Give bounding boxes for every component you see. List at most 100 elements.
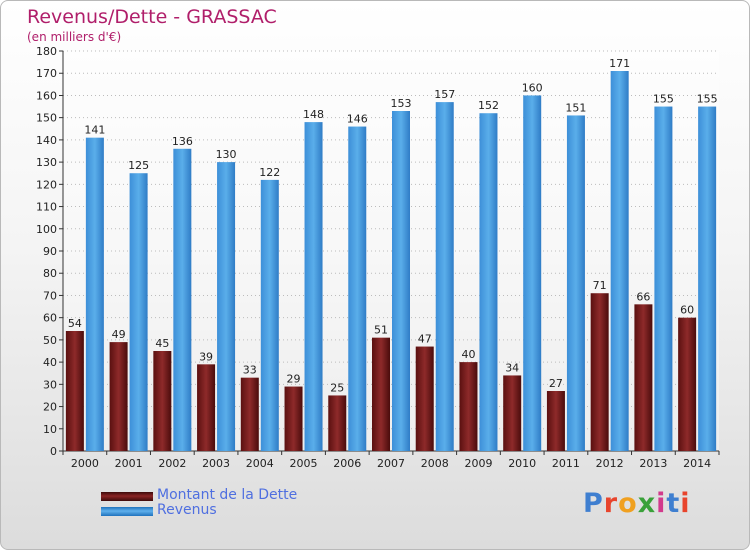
y-tick-label: 0 (50, 445, 57, 458)
bar-revenus (260, 179, 279, 451)
legend-label-dette: Montant de la Dette (157, 487, 298, 503)
y-tick-label: 180 (36, 45, 57, 58)
bar-revenus (173, 148, 192, 451)
data-label-dette: 71 (593, 279, 607, 292)
chart-subtitle: (en milliers d'€) (27, 30, 122, 44)
data-label-dette: 45 (155, 337, 169, 350)
logo-letter: o (618, 488, 638, 519)
data-label-dette: 40 (461, 348, 475, 361)
y-tick-label: 40 (43, 356, 57, 369)
data-label-revenus: 148 (303, 108, 324, 121)
x-tick-label: 2005 (290, 457, 318, 470)
y-tick-label: 80 (43, 267, 57, 280)
bar-revenus (698, 106, 717, 452)
data-label-revenus: 155 (697, 93, 718, 106)
bar-dette (372, 337, 390, 451)
legend-swatch-revenus (101, 507, 153, 516)
y-tick-label: 160 (36, 89, 57, 102)
y-tick-label: 150 (36, 112, 57, 125)
x-tick-label: 2012 (596, 457, 624, 470)
x-tick-label: 2014 (683, 457, 711, 470)
data-label-dette: 27 (549, 377, 563, 390)
data-label-revenus: 157 (434, 88, 455, 101)
bar-dette (590, 293, 609, 451)
chart-title: Revenus/Dette - GRASSAC (27, 6, 277, 28)
bar-dette (503, 375, 522, 451)
data-label-revenus: 146 (347, 113, 368, 126)
y-tick-label: 120 (36, 178, 57, 191)
y-tick-label: 100 (36, 223, 57, 236)
logo-letter: i (656, 488, 667, 519)
data-label-dette: 60 (680, 304, 694, 317)
x-tick-label: 2002 (158, 457, 186, 470)
bar-dette (634, 304, 653, 451)
bar-revenus (85, 137, 104, 451)
data-label-dette: 54 (68, 317, 82, 330)
logo-letter: r (603, 488, 619, 519)
bar-dette (459, 362, 478, 451)
y-tick-label: 30 (43, 378, 57, 391)
y-tick-label: 10 (43, 423, 57, 436)
y-tick-label: 70 (43, 289, 57, 302)
x-tick-label: 2013 (639, 457, 667, 470)
bar-revenus (435, 102, 454, 451)
y-tick-label: 170 (36, 67, 57, 80)
x-tick-label: 2009 (464, 457, 492, 470)
bar-dette (415, 346, 434, 451)
x-tick-label: 2004 (246, 457, 274, 470)
data-label-dette: 39 (199, 350, 213, 363)
data-label-revenus: 125 (128, 159, 149, 172)
y-tick-label: 60 (43, 312, 57, 325)
data-label-revenus: 141 (84, 124, 105, 137)
proxiti-logo: Proxiti (583, 488, 691, 519)
bar-revenus (348, 126, 367, 452)
x-tick-label: 2007 (377, 457, 405, 470)
data-label-dette: 49 (112, 328, 126, 341)
bar-dette (65, 331, 84, 451)
logo-letter: P (583, 488, 604, 519)
bar-revenus (392, 111, 410, 451)
x-tick-label: 2003 (202, 457, 230, 470)
bar-revenus (654, 106, 673, 452)
bar-revenus (566, 115, 585, 451)
x-tick-label: 2011 (552, 457, 580, 470)
bar-dette (109, 342, 128, 451)
bar-revenus (217, 162, 236, 451)
data-label-revenus: 136 (172, 135, 193, 148)
data-label-revenus: 155 (653, 93, 674, 106)
data-label-dette: 47 (418, 333, 432, 346)
data-label-dette: 51 (374, 324, 388, 337)
logo-letter: i (680, 488, 691, 519)
data-label-revenus: 130 (216, 148, 237, 161)
data-label-dette: 66 (636, 290, 650, 303)
legend-label-revenus: Revenus (157, 502, 217, 518)
y-tick-label: 140 (36, 134, 57, 147)
bar-revenus (479, 113, 498, 451)
bar-dette (197, 364, 216, 451)
x-tick-label: 2010 (508, 457, 536, 470)
bar-dette (240, 377, 259, 451)
bar-revenus (304, 122, 323, 451)
bar-revenus (610, 71, 629, 451)
logo-letter: t (666, 488, 681, 519)
y-tick-label: 130 (36, 156, 57, 169)
x-tick-label: 2008 (421, 457, 449, 470)
bar-dette (678, 317, 697, 451)
data-label-revenus: 153 (391, 97, 412, 110)
data-label-revenus: 152 (478, 99, 499, 112)
logo-letter: x (637, 488, 657, 519)
x-tick-label: 2006 (333, 457, 361, 470)
data-label-revenus: 160 (522, 81, 543, 94)
data-label-dette: 34 (505, 361, 519, 374)
data-label-revenus: 171 (609, 57, 630, 70)
data-label-revenus: 151 (565, 101, 586, 114)
bar-revenus (129, 173, 148, 451)
data-label-dette: 25 (330, 381, 344, 394)
x-tick-label: 2001 (115, 457, 143, 470)
y-tick-label: 110 (36, 201, 57, 214)
bar-dette (328, 395, 347, 451)
data-label-revenus: 122 (259, 166, 280, 179)
y-tick-label: 50 (43, 334, 57, 347)
